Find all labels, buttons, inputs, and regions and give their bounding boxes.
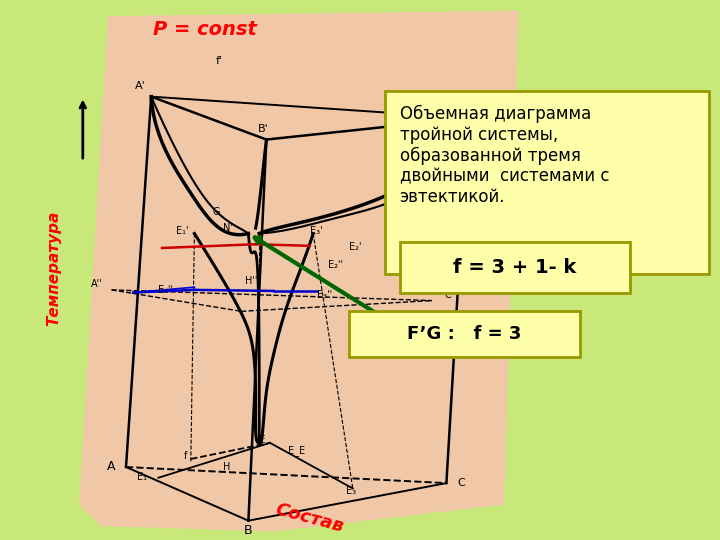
Text: P = const: P = const <box>153 20 257 39</box>
Polygon shape <box>79 11 518 531</box>
Text: Температура: Температура <box>47 211 61 326</box>
Text: B': B' <box>258 124 268 133</box>
Text: C: C <box>457 478 464 488</box>
Text: Состав: Состав <box>274 500 346 536</box>
Text: H: H <box>223 462 230 471</box>
Text: F’G :   f = 3: F’G : f = 3 <box>408 325 521 343</box>
Text: f: f <box>184 451 187 461</box>
Text: N': N' <box>223 223 233 233</box>
Text: C: C <box>478 103 487 116</box>
FancyBboxPatch shape <box>385 91 709 274</box>
Text: B: B <box>244 524 253 537</box>
Text: E₃': E₃' <box>310 226 323 235</box>
Text: E₃'': E₃'' <box>317 290 332 300</box>
Text: H'': H'' <box>245 276 257 287</box>
Text: G: G <box>212 207 220 217</box>
Text: E₁: E₁ <box>137 472 147 482</box>
Text: f': f' <box>216 56 223 66</box>
FancyBboxPatch shape <box>400 241 630 293</box>
FancyBboxPatch shape <box>349 312 580 357</box>
Text: Объемная диаграмма
тройной системы,
образованной тремя
двойными  системами с
эвт: Объемная диаграмма тройной системы, обра… <box>400 105 609 206</box>
Text: E_E: E_E <box>288 446 305 456</box>
Text: f = 3 + 1- k: f = 3 + 1- k <box>453 258 577 276</box>
Text: E₃: E₃ <box>346 486 356 496</box>
Text: E₁'': E₁'' <box>158 285 174 294</box>
Text: C'': C'' <box>444 290 456 300</box>
Text: E₂'': E₂'' <box>328 260 343 271</box>
Text: E: E <box>259 435 266 445</box>
Text: E₂': E₂' <box>349 241 361 252</box>
Text: A'': A'' <box>91 279 103 289</box>
Text: E₁': E₁' <box>176 226 189 235</box>
Text: A: A <box>107 460 116 472</box>
Text: A': A' <box>135 80 145 91</box>
